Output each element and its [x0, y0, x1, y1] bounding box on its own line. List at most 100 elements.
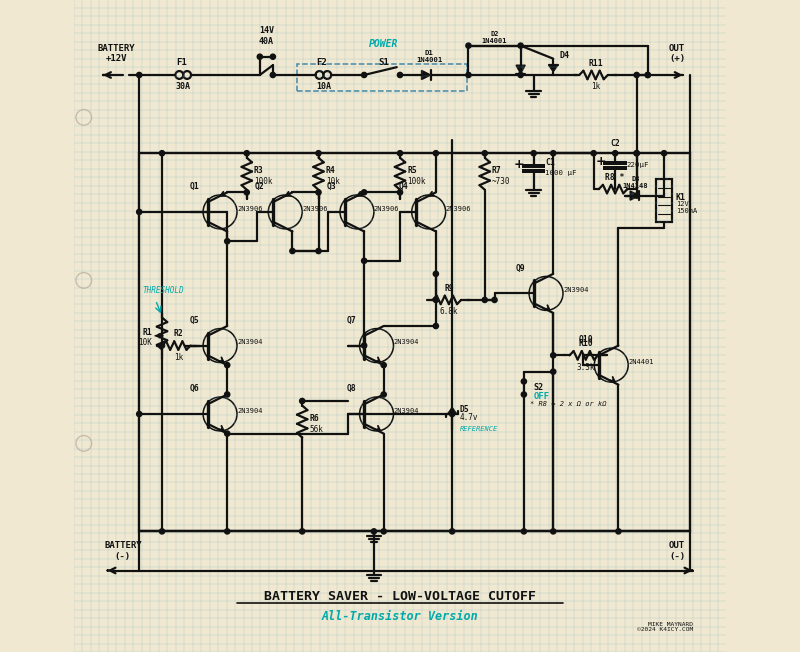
Circle shape [550, 353, 556, 358]
Text: 100k: 100k [254, 177, 273, 186]
Text: 2N3904: 2N3904 [394, 339, 419, 346]
Polygon shape [549, 65, 558, 72]
Text: K1: K1 [676, 193, 686, 201]
Circle shape [634, 72, 639, 78]
Text: D1
1N4001: D1 1N4001 [416, 50, 442, 63]
Text: R3: R3 [254, 166, 264, 175]
Text: 4.7v: 4.7v [460, 413, 478, 422]
Circle shape [482, 297, 487, 303]
Polygon shape [447, 408, 457, 414]
Circle shape [225, 239, 230, 244]
Text: D4: D4 [560, 51, 570, 60]
Text: 2N3906: 2N3906 [237, 205, 262, 212]
Circle shape [518, 72, 523, 78]
Circle shape [398, 72, 402, 78]
Text: R5: R5 [407, 166, 417, 175]
Circle shape [244, 190, 250, 195]
Bar [297, 64, 466, 91]
Circle shape [662, 151, 666, 156]
Circle shape [270, 54, 275, 59]
Text: 100k: 100k [407, 177, 426, 186]
Text: 1000 µF: 1000 µF [546, 170, 577, 176]
Text: Q3: Q3 [326, 182, 337, 191]
Bar [139, 153, 690, 531]
Circle shape [450, 411, 454, 417]
Circle shape [362, 258, 366, 263]
Text: C2: C2 [610, 139, 620, 148]
Circle shape [159, 529, 165, 534]
Text: 10K: 10K [138, 338, 152, 347]
Text: 2N3904: 2N3904 [237, 408, 262, 414]
Circle shape [290, 248, 295, 254]
Circle shape [522, 529, 526, 534]
Text: OUT
(-): OUT (-) [669, 541, 685, 561]
Text: 220µF: 220µF [627, 162, 650, 168]
Text: R6: R6 [310, 414, 319, 423]
Circle shape [225, 363, 230, 368]
Text: * R8 = 2 x Ω or kΩ: * R8 = 2 x Ω or kΩ [530, 401, 607, 408]
Text: Q6: Q6 [190, 384, 199, 393]
Text: BATTERY SAVER - LOW-VOLTAGE CUTOFF: BATTERY SAVER - LOW-VOLTAGE CUTOFF [264, 590, 536, 603]
Circle shape [634, 151, 639, 156]
Circle shape [492, 297, 497, 303]
Circle shape [225, 529, 230, 534]
Text: All-Transistor Version: All-Transistor Version [322, 610, 478, 623]
Text: Q10: Q10 [578, 335, 593, 344]
Circle shape [645, 72, 650, 78]
Text: Q8: Q8 [346, 384, 356, 393]
Text: F1: F1 [176, 58, 187, 67]
Text: C1: C1 [546, 158, 555, 168]
Text: 2N4401: 2N4401 [628, 359, 654, 365]
Text: Q5: Q5 [190, 316, 199, 325]
Circle shape [466, 43, 471, 48]
Circle shape [482, 151, 487, 156]
Circle shape [225, 431, 230, 436]
Text: 6.8k: 6.8k [440, 307, 458, 316]
Text: S2: S2 [534, 383, 544, 393]
Bar [656, 179, 672, 222]
Polygon shape [516, 65, 525, 74]
Text: 12V
150mA: 12V 150mA [676, 201, 697, 213]
Text: F2: F2 [316, 58, 327, 67]
Polygon shape [630, 191, 639, 200]
Text: Q2: Q2 [255, 182, 265, 191]
Circle shape [522, 392, 526, 397]
Text: 10A: 10A [316, 82, 331, 91]
Circle shape [371, 529, 377, 534]
Circle shape [137, 411, 142, 417]
Circle shape [634, 193, 639, 198]
Circle shape [591, 151, 596, 156]
Text: Q1: Q1 [190, 182, 199, 191]
Text: 2N3906: 2N3906 [374, 205, 399, 212]
Circle shape [434, 151, 438, 156]
Text: 56k: 56k [310, 424, 323, 434]
Circle shape [137, 72, 142, 78]
Circle shape [316, 248, 321, 254]
Text: R9: R9 [444, 284, 454, 293]
Circle shape [645, 72, 650, 78]
Circle shape [518, 43, 523, 48]
Circle shape [616, 529, 621, 534]
Text: 2N3904: 2N3904 [237, 339, 262, 346]
Circle shape [381, 363, 386, 368]
Text: R7: R7 [492, 166, 502, 175]
Circle shape [362, 72, 366, 78]
Text: +: + [514, 158, 525, 171]
Text: Q9: Q9 [516, 263, 526, 273]
Text: THRESHOLD: THRESHOLD [142, 286, 184, 295]
Text: REFERENCE: REFERENCE [460, 426, 498, 432]
Text: 1k: 1k [174, 353, 183, 362]
Circle shape [434, 323, 438, 329]
Text: R10: R10 [578, 339, 593, 348]
Text: OFF: OFF [534, 392, 550, 401]
Text: Q7: Q7 [346, 316, 356, 325]
Circle shape [270, 72, 275, 78]
Circle shape [362, 343, 366, 348]
Circle shape [244, 151, 250, 156]
Circle shape [450, 529, 454, 534]
Circle shape [381, 529, 386, 534]
Text: MIKE MAYNARD
©2024 K4ICY.COM: MIKE MAYNARD ©2024 K4ICY.COM [637, 621, 694, 632]
Circle shape [381, 392, 386, 397]
Circle shape [550, 529, 556, 534]
Circle shape [634, 151, 639, 156]
